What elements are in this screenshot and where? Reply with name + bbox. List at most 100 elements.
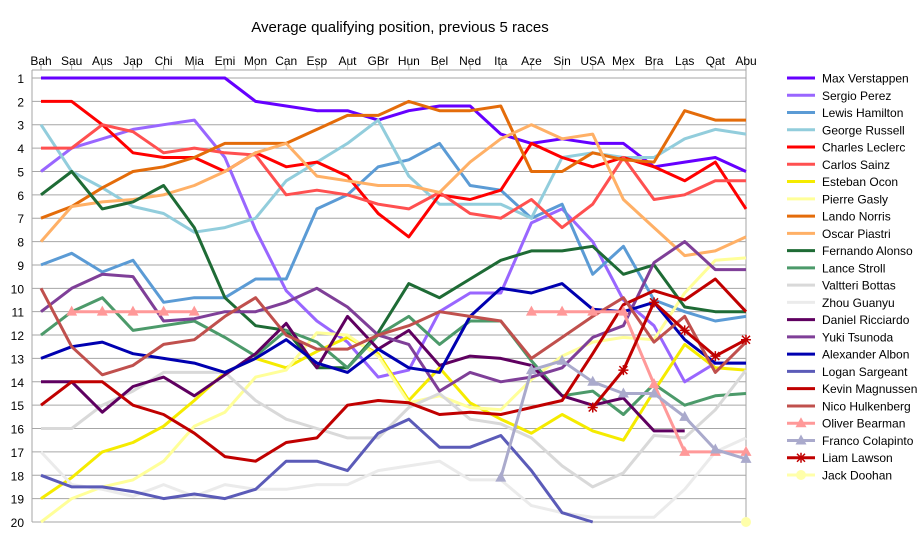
legend-item: Fernando Alonso	[787, 244, 913, 258]
triangle-marker	[740, 445, 752, 456]
series-nico-hulkenberg	[39, 287, 748, 377]
series-franco-colapinto	[495, 354, 752, 482]
series-alexander-albon	[40, 282, 746, 374]
triangle-marker	[127, 305, 139, 316]
legend-item: Lewis Hamilton	[787, 106, 903, 120]
legend-label: Lance Stroll	[822, 261, 885, 275]
series-line	[41, 314, 685, 433]
x-tick-label: Ita	[494, 54, 508, 68]
asterisk-marker	[710, 351, 721, 362]
y-tick-label: 8	[17, 236, 24, 250]
legend-label: Oscar Piastri	[822, 227, 891, 241]
legend-label: Lewis Hamilton	[822, 106, 903, 120]
legend-item: Yuki Tsunoda	[787, 330, 893, 344]
asterisk-marker	[587, 402, 598, 413]
series-liam-lawson	[587, 297, 751, 413]
triangle-marker	[556, 305, 568, 316]
series-line	[40, 99, 746, 220]
x-tick-label: Chi	[155, 54, 173, 68]
y-tick-label: 5	[17, 165, 24, 179]
legend-item: Alexander Albon	[787, 348, 909, 362]
triangle-marker	[679, 445, 691, 456]
y-tick-label: 7	[17, 212, 24, 226]
y-tick-label: 4	[17, 142, 24, 156]
legend-label: Kevin Magnussen	[822, 382, 917, 396]
y-tick-label: 14	[11, 376, 25, 390]
triangle-marker	[648, 387, 660, 398]
x-tick-label: Emi	[215, 54, 236, 68]
legend-item: Pierre Gasly	[787, 192, 888, 206]
triangle-marker	[556, 354, 568, 365]
legend-label: George Russell	[822, 123, 905, 137]
x-tick-label: Mex	[612, 54, 635, 68]
x-tick-label: Can	[275, 54, 297, 68]
series-daniel-ricciardo	[41, 314, 685, 433]
asterisk-marker	[618, 365, 629, 376]
triangle-marker	[66, 305, 78, 316]
legend-label: Nico Hulkenberg	[822, 399, 911, 413]
x-tick-label: Aus	[92, 54, 113, 68]
legend-item: Franco Colapinto	[787, 434, 914, 448]
series-line	[39, 436, 747, 519]
y-tick-label: 17	[11, 446, 25, 460]
y-tick-label: 20	[11, 516, 25, 530]
triangle-marker	[679, 410, 691, 421]
series-pierre-gasly	[40, 256, 747, 524]
legend-item: Max Verstappen	[787, 72, 909, 86]
legend-label: Alexander Albon	[822, 348, 909, 362]
triangle-marker	[648, 378, 660, 389]
series-oscar-piastri	[39, 123, 747, 258]
triangle-marker	[740, 452, 752, 463]
legend-label: Valtteri Bottas	[822, 279, 896, 293]
y-tick-label: 15	[11, 399, 25, 413]
y-tick-label: 18	[11, 469, 25, 483]
triangle-marker	[188, 305, 200, 316]
legend-label: Fernando Alonso	[822, 244, 913, 258]
legend-label: Max Verstappen	[822, 72, 909, 86]
legend-label: Carlos Sainz	[822, 158, 890, 172]
series-fernando-alonso	[40, 170, 746, 370]
series-line	[41, 123, 746, 230]
series-line	[39, 123, 747, 258]
series-lando-norris	[40, 99, 746, 220]
x-tick-label: Esp	[307, 54, 328, 68]
x-tick-label: GBr	[368, 54, 389, 68]
legend-label: Logan Sargeant	[822, 365, 908, 379]
legend-label: Lando Norris	[822, 210, 891, 224]
series-sergio-perez	[40, 118, 746, 384]
legend-label: Yuki Tsunoda	[822, 330, 893, 344]
legend-item: Logan Sargeant	[787, 365, 908, 379]
asterisk-marker	[649, 297, 660, 308]
legend-item: Oscar Piastri	[787, 227, 891, 241]
legend-item: Carlos Sainz	[787, 158, 890, 172]
series-lewis-hamilton	[40, 141, 747, 323]
legend-label: Zhou Guanyu	[822, 296, 895, 310]
x-tick-label: Ned	[459, 54, 481, 68]
legend: Max Verstappen Sergio Perez Lewis Hamilton…	[787, 72, 917, 482]
series-line	[40, 170, 746, 370]
legend-item: Nico Hulkenberg	[787, 399, 911, 413]
legend-item: Sergio Perez	[787, 89, 891, 103]
legend-item: George Russell	[787, 123, 905, 137]
legend-item: Valtteri Bottas	[787, 279, 896, 293]
legend-item: Zhou Guanyu	[787, 296, 895, 310]
series-line	[40, 240, 746, 393]
x-tick-label: Aze	[521, 54, 542, 68]
series-jack-doohan	[741, 517, 751, 527]
triangle-marker	[795, 417, 807, 428]
x-tick-label: Abu	[735, 54, 756, 68]
series-max-verstappen	[41, 76, 747, 173]
triangle-marker	[495, 471, 507, 482]
circle-marker	[796, 469, 806, 480]
series-line	[39, 287, 748, 377]
legend-item: Kevin Magnussen	[787, 382, 917, 396]
x-tick-label: Qat	[706, 54, 726, 68]
series-lance-stroll	[40, 296, 747, 416]
circle-marker	[741, 517, 751, 527]
series-line	[41, 76, 747, 173]
legend-item: Charles Leclerc	[787, 141, 905, 155]
y-tick-label: 6	[17, 189, 24, 203]
y-tick-label: 2	[17, 95, 24, 109]
triangle-marker	[617, 305, 629, 316]
